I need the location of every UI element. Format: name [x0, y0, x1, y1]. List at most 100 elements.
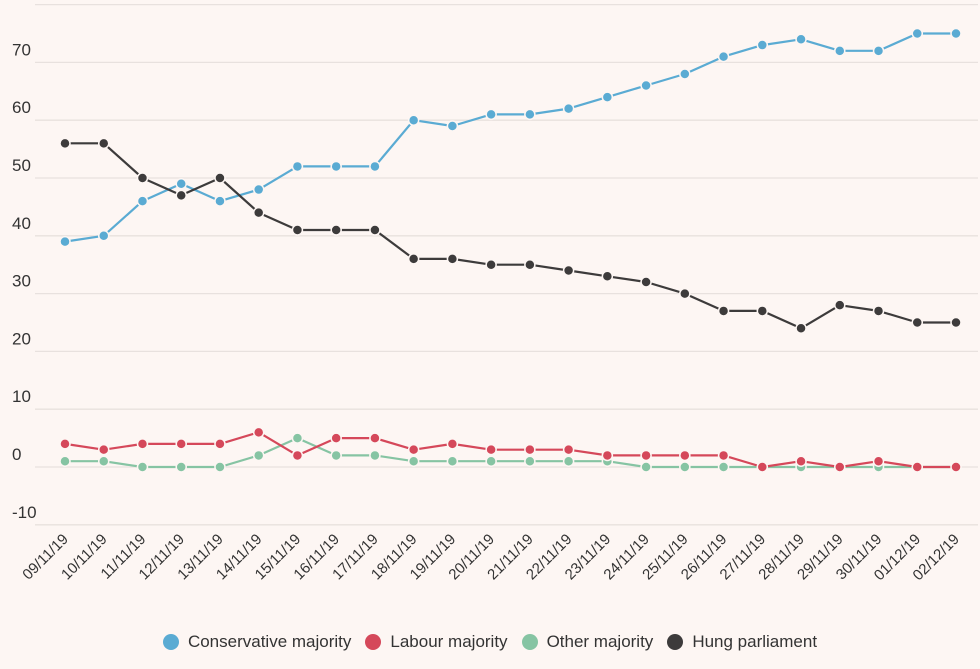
data-point: [97, 230, 110, 242]
data-point: [640, 276, 652, 288]
y-tick-label: 10: [12, 387, 31, 406]
y-tick-label: 0: [12, 445, 21, 464]
data-point: [950, 316, 962, 329]
data-point: [369, 224, 381, 236]
data-point: [756, 461, 769, 473]
data-point: [950, 27, 962, 40]
series-other-majority: [59, 432, 962, 473]
legend-item: Hung parliament: [667, 632, 817, 652]
data-point: [369, 160, 381, 173]
data-point: [485, 258, 497, 271]
data-point: [562, 455, 575, 467]
data-point: [795, 455, 807, 467]
data-point: [795, 322, 807, 335]
data-point: [59, 137, 71, 150]
legend-swatch-icon: [162, 634, 179, 650]
data-point: [834, 299, 846, 311]
data-point: [640, 79, 652, 92]
series-hung-parliament: [59, 137, 962, 335]
data-point: [369, 449, 381, 462]
data-point: [252, 183, 265, 196]
data-point: [446, 253, 459, 265]
data-point: [252, 449, 265, 462]
data-point: [872, 45, 885, 57]
data-point: [291, 160, 304, 173]
data-point: [407, 114, 420, 126]
data-point: [97, 455, 110, 467]
data-point: [175, 438, 187, 450]
legend-label: Labour majority: [390, 632, 508, 651]
data-point: [136, 438, 149, 450]
data-point: [252, 206, 265, 219]
data-point: [717, 305, 730, 317]
data-point: [756, 39, 769, 51]
data-point: [911, 316, 924, 329]
data-point: [601, 91, 614, 103]
data-point: [679, 287, 691, 300]
legend-label: Hung parliament: [692, 632, 818, 651]
data-point: [756, 305, 769, 317]
data-point: [175, 461, 187, 473]
series-conservative-majority: [59, 27, 962, 248]
data-point: [136, 461, 149, 473]
data-point: [214, 195, 226, 207]
series-line: [65, 142, 956, 330]
data-point: [601, 449, 614, 462]
data-point: [717, 449, 730, 462]
y-tick-label: 60: [12, 98, 31, 117]
data-point: [407, 253, 420, 265]
series-line: [64, 431, 956, 469]
data-point: [562, 443, 575, 456]
data-point: [562, 102, 575, 115]
data-point: [59, 235, 71, 248]
legend-label: Other majority: [546, 632, 654, 651]
data-point: [485, 443, 497, 456]
data-point: [97, 443, 110, 456]
data-point: [717, 461, 730, 473]
data-point: [872, 305, 885, 317]
legend-label: Conservative majority: [187, 632, 352, 651]
data-point: [330, 449, 342, 462]
data-point: [291, 224, 304, 236]
y-tick-label: 20: [12, 329, 31, 348]
y-tick-label: -10: [12, 503, 37, 522]
data-point: [679, 449, 691, 462]
legend-item: Labour majority: [365, 632, 508, 652]
data-point: [136, 195, 149, 207]
y-tick-label: 70: [12, 40, 31, 59]
data-point: [795, 33, 807, 46]
data-point: [330, 160, 342, 173]
data-point: [446, 438, 459, 450]
data-point: [136, 172, 149, 184]
data-point: [214, 438, 226, 450]
data-point: [679, 461, 691, 473]
data-point: [911, 27, 924, 40]
data-point: [446, 455, 459, 467]
data-point: [524, 455, 536, 467]
data-point: [214, 172, 226, 184]
y-tick-label: 30: [12, 272, 31, 291]
data-point: [640, 461, 652, 473]
data-point: [59, 438, 71, 450]
data-point: [911, 461, 924, 473]
data-point: [369, 432, 381, 444]
data-point: [291, 432, 304, 444]
data-point: [97, 137, 110, 150]
data-point: [834, 461, 846, 473]
data-point: [524, 108, 536, 121]
data-point: [59, 455, 71, 467]
data-point: [175, 178, 187, 190]
data-point: [524, 443, 536, 456]
data-point: [407, 455, 420, 467]
data-point: [640, 449, 652, 462]
data-point: [872, 455, 885, 467]
data-point: [950, 461, 962, 473]
data-point: [407, 443, 420, 456]
data-point: [601, 270, 614, 283]
series-line: [65, 437, 956, 469]
data-point: [252, 426, 265, 439]
data-point: [717, 50, 730, 63]
legend-item: Other majority: [521, 632, 654, 652]
data-point: [175, 189, 187, 202]
series-labour-majority: [59, 426, 962, 473]
